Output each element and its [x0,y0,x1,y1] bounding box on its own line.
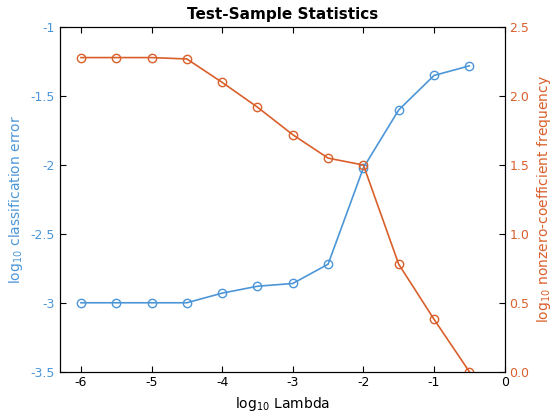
Title: Test-Sample Statistics: Test-Sample Statistics [186,7,378,22]
X-axis label: log$_{10}$ Lambda: log$_{10}$ Lambda [235,395,330,413]
Y-axis label: log$_{10}$ classification error: log$_{10}$ classification error [7,115,25,284]
Y-axis label: log$_{10}$ nonzero-coefficient frequency: log$_{10}$ nonzero-coefficient frequency [535,76,553,323]
